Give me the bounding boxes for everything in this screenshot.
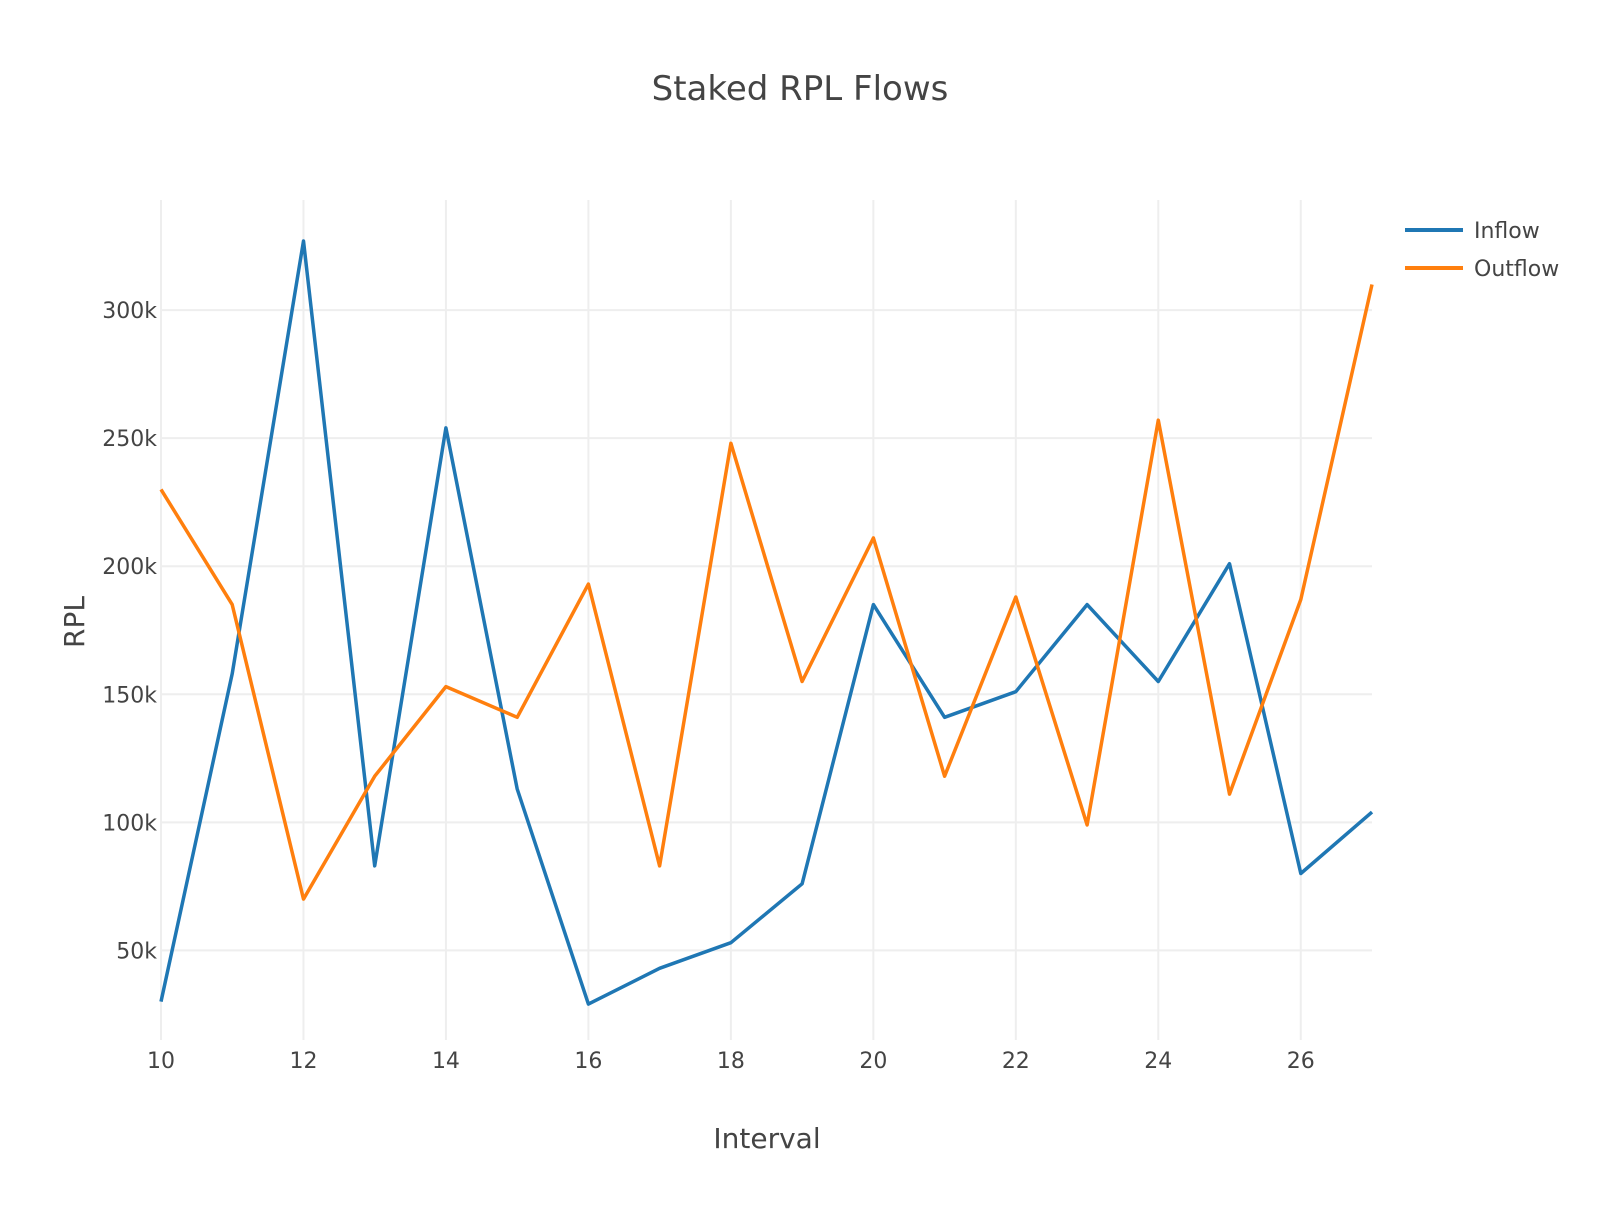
series-line-outflow bbox=[159, 284, 1374, 901]
y-tick-label: 200k bbox=[102, 555, 157, 580]
legend-label: Outflow bbox=[1474, 257, 1559, 282]
x-tick-label: 18 bbox=[717, 1049, 745, 1074]
series-lines bbox=[159, 239, 1374, 1006]
chart-title: Staked RPL Flows bbox=[652, 69, 949, 109]
x-tick-label: 14 bbox=[432, 1049, 460, 1074]
y-tick-label: 150k bbox=[102, 683, 157, 708]
y-axis-title: RPL bbox=[58, 596, 91, 648]
legend: Inflow Outflow bbox=[1405, 219, 1559, 282]
legend-label: Inflow bbox=[1474, 219, 1540, 244]
x-tick-label: 26 bbox=[1287, 1049, 1315, 1074]
series-line-inflow bbox=[159, 239, 1374, 1006]
x-tick-label: 12 bbox=[289, 1049, 317, 1074]
y-tick-label: 250k bbox=[102, 427, 157, 452]
x-tick-label: 22 bbox=[1002, 1049, 1030, 1074]
x-tick-label: 20 bbox=[859, 1049, 887, 1074]
y-tick-label: 300k bbox=[102, 299, 157, 324]
legend-item-outflow[interactable]: Outflow bbox=[1405, 257, 1559, 282]
y-tick-label: 50k bbox=[116, 939, 157, 964]
x-tick-label: 10 bbox=[147, 1049, 175, 1074]
x-tick-label: 24 bbox=[1144, 1049, 1172, 1074]
x-axis-title: Interval bbox=[713, 1122, 820, 1155]
x-tick-label: 16 bbox=[574, 1049, 602, 1074]
y-tick-label: 100k bbox=[102, 811, 157, 836]
y-axis-ticks: 50k 100k 150k 200k 250k 300k bbox=[102, 299, 157, 964]
x-axis-ticks: 10 12 14 16 18 20 22 24 26 bbox=[147, 1049, 1315, 1074]
legend-item-inflow[interactable]: Inflow bbox=[1405, 219, 1540, 244]
